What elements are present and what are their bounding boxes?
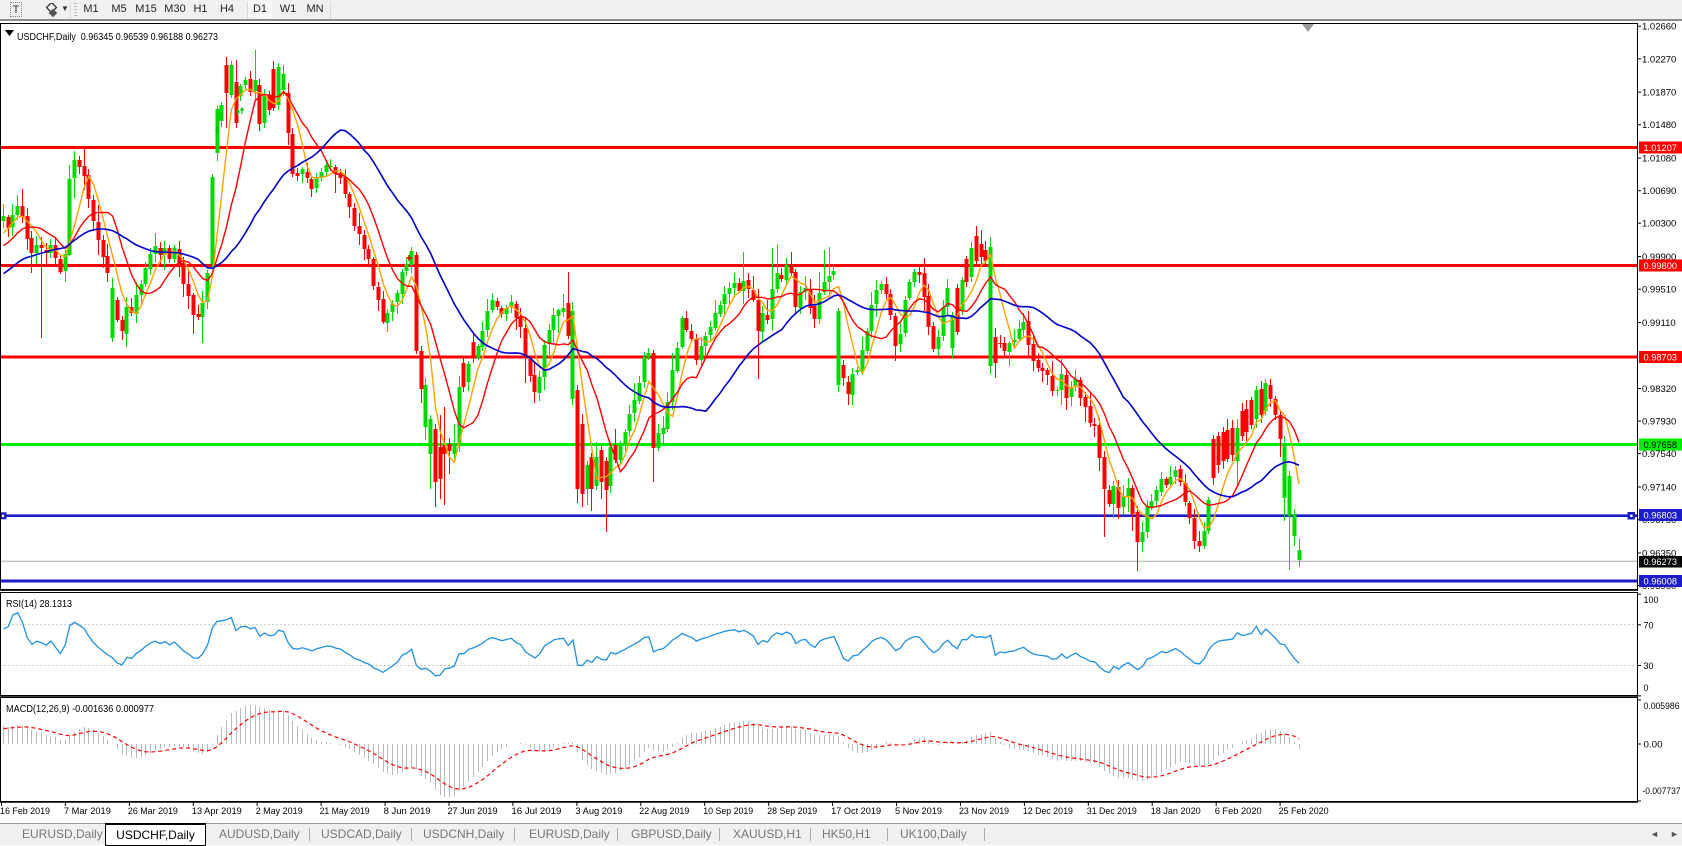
svg-text:13 Apr 2019: 13 Apr 2019 bbox=[192, 806, 242, 817]
svg-text:1.00690: 1.00690 bbox=[1642, 186, 1676, 197]
svg-text:RSI(14) 28.1313: RSI(14) 28.1313 bbox=[6, 598, 72, 610]
svg-text:1.02270: 1.02270 bbox=[1642, 54, 1676, 65]
svg-text:5 Nov 2019: 5 Nov 2019 bbox=[895, 806, 942, 817]
svg-text:0.99510: 0.99510 bbox=[1642, 285, 1676, 296]
svg-text:0: 0 bbox=[1644, 683, 1649, 694]
svg-text:2 May 2019: 2 May 2019 bbox=[256, 806, 303, 817]
svg-text:16 Feb 2019: 16 Feb 2019 bbox=[0, 806, 50, 817]
svg-text:23 Nov 2019: 23 Nov 2019 bbox=[959, 806, 1009, 817]
svg-text:-0.007737: -0.007737 bbox=[1643, 786, 1681, 797]
svg-text:28 Sep 2019: 28 Sep 2019 bbox=[767, 806, 817, 817]
svg-text:0.99800: 0.99800 bbox=[1644, 261, 1678, 272]
svg-text:1.02660: 1.02660 bbox=[1642, 22, 1676, 33]
svg-text:18 Jan 2020: 18 Jan 2020 bbox=[1151, 806, 1201, 817]
svg-text:MACD(12,26,9) -0.001636 0.0009: MACD(12,26,9) -0.001636 0.000977 bbox=[6, 703, 154, 715]
svg-text:1.01080: 1.01080 bbox=[1642, 154, 1676, 165]
svg-text:1.01870: 1.01870 bbox=[1642, 88, 1676, 99]
svg-text:1.01480: 1.01480 bbox=[1642, 120, 1676, 131]
svg-text:0.96350: 0.96350 bbox=[1642, 549, 1676, 560]
svg-text:USDCHF,Daily 0.96345 0.96539: USDCHF,Daily 0.96345 0.96539 0.96188 0.9… bbox=[17, 31, 218, 43]
svg-text:70: 70 bbox=[1644, 620, 1654, 631]
svg-text:1.01207: 1.01207 bbox=[1644, 143, 1678, 154]
svg-text:17 Oct 2019: 17 Oct 2019 bbox=[831, 806, 881, 817]
svg-text:0.98320: 0.98320 bbox=[1642, 384, 1676, 395]
svg-text:0.96273: 0.96273 bbox=[1644, 557, 1678, 568]
svg-text:0.98703: 0.98703 bbox=[1644, 353, 1678, 364]
svg-text:0.97140: 0.97140 bbox=[1642, 483, 1676, 494]
svg-text:26 Mar 2019: 26 Mar 2019 bbox=[128, 806, 178, 817]
svg-text:0.96008: 0.96008 bbox=[1644, 577, 1678, 588]
svg-text:7 Mar 2019: 7 Mar 2019 bbox=[64, 806, 111, 817]
svg-text:12 Dec 2019: 12 Dec 2019 bbox=[1023, 806, 1073, 817]
svg-text:0.00: 0.00 bbox=[1644, 740, 1663, 751]
svg-text:31 Dec 2019: 31 Dec 2019 bbox=[1087, 806, 1137, 817]
svg-text:27 Jun 2019: 27 Jun 2019 bbox=[448, 806, 498, 817]
svg-text:16 Jul 2019: 16 Jul 2019 bbox=[511, 806, 561, 817]
svg-text:1.00300: 1.00300 bbox=[1642, 219, 1676, 230]
svg-text:0.005986: 0.005986 bbox=[1644, 701, 1680, 712]
svg-text:10 Sep 2019: 10 Sep 2019 bbox=[703, 806, 753, 817]
svg-text:0.99110: 0.99110 bbox=[1642, 318, 1676, 329]
svg-text:0.97930: 0.97930 bbox=[1642, 417, 1676, 428]
svg-text:30: 30 bbox=[1644, 661, 1654, 672]
svg-text:100: 100 bbox=[1644, 595, 1659, 606]
svg-text:0.97540: 0.97540 bbox=[1642, 449, 1676, 460]
svg-text:8 Jun 2019: 8 Jun 2019 bbox=[384, 806, 431, 817]
svg-text:22 Aug 2019: 22 Aug 2019 bbox=[639, 806, 689, 817]
svg-text:21 May 2019: 21 May 2019 bbox=[320, 806, 370, 817]
svg-text:0.99900: 0.99900 bbox=[1642, 252, 1676, 263]
svg-text:3 Aug 2019: 3 Aug 2019 bbox=[575, 806, 622, 817]
svg-text:0.97658: 0.97658 bbox=[1644, 440, 1678, 451]
svg-text:6 Feb 2020: 6 Feb 2020 bbox=[1215, 806, 1262, 817]
svg-text:0.96803: 0.96803 bbox=[1644, 511, 1678, 522]
svg-text:25 Feb 2020: 25 Feb 2020 bbox=[1279, 806, 1329, 817]
